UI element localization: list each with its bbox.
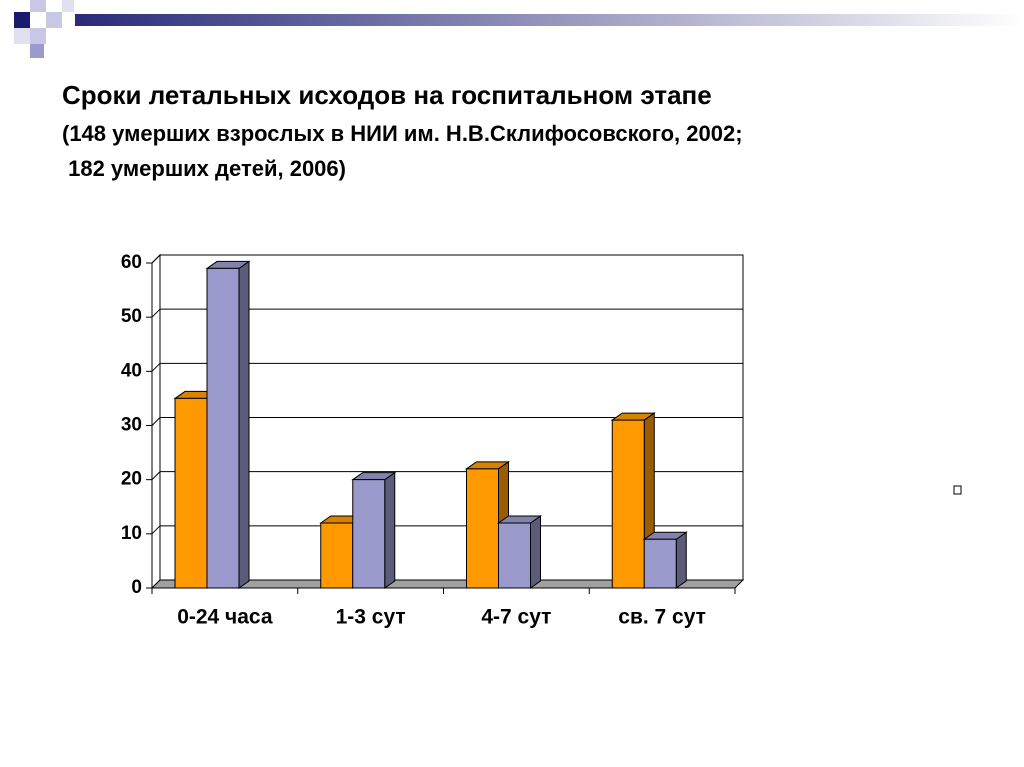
bar-face	[611, 419, 645, 589]
x-tick-label: 1-3 сут	[336, 606, 406, 629]
bar-face	[643, 538, 677, 589]
chart-subtitle: 182 умерших детей, 2006)	[62, 156, 346, 181]
bar-face	[675, 531, 687, 589]
chart-subtitle: (148 умерших взрослых в НИИ им. Н.В.Скли…	[62, 121, 743, 146]
grid-line	[151, 417, 743, 426]
grid-line	[151, 362, 743, 372]
y-tick-label: 50	[121, 306, 142, 327]
y-tick-label: 60	[121, 252, 142, 273]
bar-face	[174, 397, 208, 589]
bar	[642, 531, 688, 589]
bar-face	[320, 522, 354, 589]
y-tick-label: 30	[121, 415, 142, 436]
bar	[496, 515, 543, 589]
bar	[351, 471, 397, 589]
y-tick-label: 10	[121, 523, 142, 544]
grid-line	[151, 308, 743, 318]
y-tick-label: 20	[121, 469, 142, 490]
bar-face	[352, 479, 386, 589]
bar-face	[466, 468, 499, 589]
bar-face	[206, 267, 240, 589]
chart-title: Сроки летальных исходов на госпитальном …	[62, 80, 712, 110]
bar-face	[238, 260, 250, 589]
x-tick-label: 0-24 часа	[177, 606, 273, 629]
grid-line	[151, 471, 743, 481]
y-tick-label: 0	[131, 577, 142, 598]
bar	[205, 260, 251, 589]
grid-line	[151, 525, 743, 535]
x-tick-label: 4-7 сут	[481, 606, 551, 629]
y-tick-label: 40	[121, 360, 142, 381]
bar-face	[384, 471, 396, 589]
x-tick-label: св. 7 сут	[618, 606, 706, 629]
bar-face	[498, 522, 531, 589]
decoration	[14, 0, 1024, 495]
bar-face	[530, 515, 541, 589]
grid-line	[151, 254, 743, 264]
